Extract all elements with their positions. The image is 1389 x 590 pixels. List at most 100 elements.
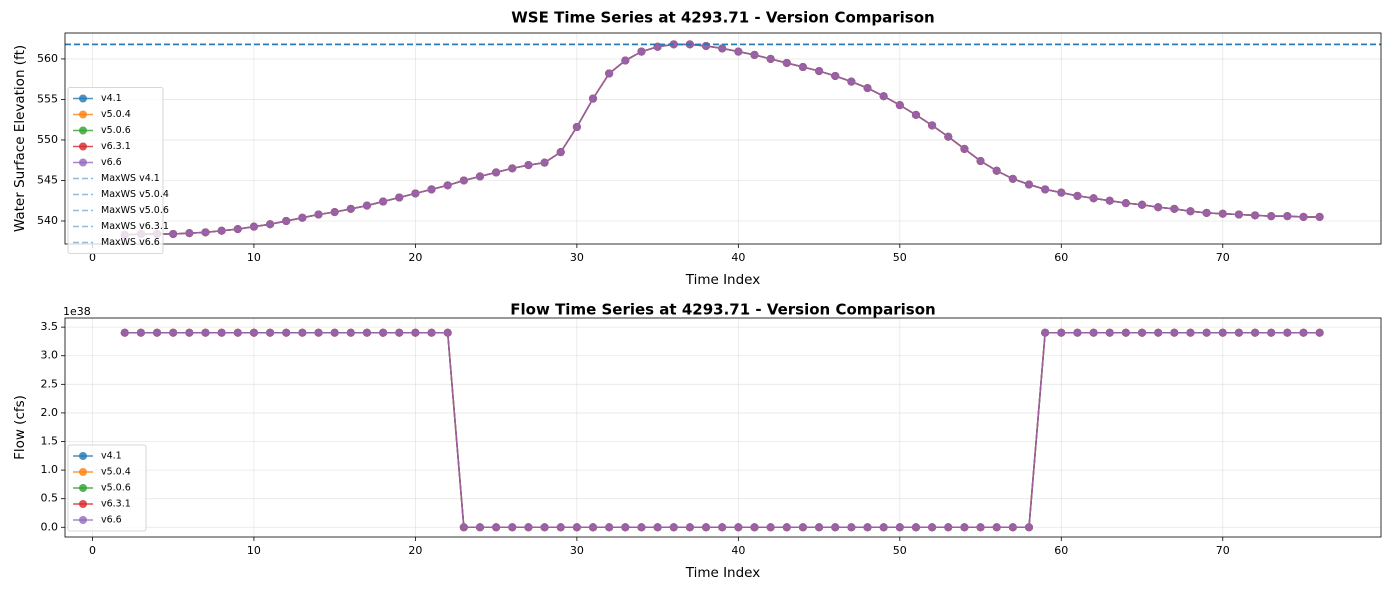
series-marker (427, 185, 436, 194)
series-marker (1186, 328, 1195, 337)
series-marker (411, 189, 420, 198)
series-marker (282, 216, 291, 225)
series-marker (1234, 328, 1243, 337)
legend-marker (79, 110, 87, 119)
series-marker (201, 328, 210, 337)
series-marker (556, 148, 565, 157)
plot-area (65, 40, 1381, 239)
series-marker (976, 523, 985, 532)
series-marker (605, 523, 614, 532)
y-axis-label: Water Surface Elevation (ft) (12, 45, 28, 232)
series-marker (798, 523, 807, 532)
series-marker (153, 328, 162, 337)
series-marker (201, 228, 210, 237)
series-marker (492, 523, 501, 532)
legend-marker (79, 94, 87, 103)
x-tick-label: 40 (731, 251, 745, 264)
y-tick-label: 1.0 (41, 463, 59, 476)
series-marker (734, 523, 743, 532)
plot-area (120, 328, 1324, 532)
legend-label: v5.0.4 (101, 109, 131, 120)
legend-label: v6.3.1 (101, 141, 131, 152)
series-marker (879, 523, 888, 532)
series-marker (1024, 180, 1033, 189)
series-marker (944, 523, 953, 532)
series-marker (169, 328, 178, 337)
series-marker (411, 328, 420, 337)
legend-label: MaxWS v6.6 (101, 237, 160, 248)
legend-marker (79, 500, 87, 508)
series-marker (1315, 328, 1324, 337)
series-marker (992, 166, 1001, 175)
series-marker (572, 122, 581, 131)
series-marker (815, 523, 824, 532)
series-marker (1008, 523, 1017, 532)
series-marker (992, 523, 1001, 532)
legend-marker (79, 158, 87, 167)
legend-label: v4.1 (101, 451, 122, 462)
series-marker (1267, 212, 1276, 221)
series-marker (831, 523, 840, 532)
series-marker (395, 193, 404, 202)
series-marker (1283, 328, 1292, 337)
series-line (124, 331, 1320, 529)
series-marker (1121, 328, 1130, 337)
series-marker (540, 158, 549, 167)
series-marker (734, 47, 743, 56)
x-tick-label: 30 (570, 544, 584, 557)
legend-box (67, 87, 164, 254)
series-marker (1267, 328, 1276, 337)
series-marker (1154, 328, 1163, 337)
series-marker (443, 328, 452, 337)
series-marker (508, 523, 517, 532)
series-marker (217, 226, 226, 235)
series-marker (346, 328, 355, 337)
series-marker (540, 523, 549, 532)
series-marker (782, 58, 791, 67)
x-tick-label: 70 (1216, 544, 1230, 557)
series-marker (1299, 212, 1308, 221)
series-marker (1283, 212, 1292, 221)
y-tick-label: 3.0 (41, 349, 59, 362)
series-marker (928, 523, 937, 532)
series-marker (637, 523, 646, 532)
x-tick-label: 10 (247, 251, 261, 264)
legend-label: v6.6 (101, 515, 122, 526)
series-marker (443, 181, 452, 190)
x-axis-label: Time Index (685, 565, 761, 581)
series-marker (1315, 212, 1324, 221)
series-marker (1138, 328, 1147, 337)
legend-box (67, 444, 147, 532)
series-marker (637, 47, 646, 56)
y-tick-label: 555 (37, 92, 58, 105)
series-marker (314, 328, 323, 337)
y-axis-label: Flow (cfs) (12, 395, 28, 460)
series-marker (766, 54, 775, 63)
series-marker (589, 94, 598, 103)
y-tick-label: 1.5 (41, 435, 59, 448)
axes-frame (64, 317, 1382, 538)
series-marker (1089, 328, 1098, 337)
legend-label: v5.0.6 (101, 483, 131, 494)
series-marker (1138, 200, 1147, 209)
series-marker (831, 71, 840, 80)
legend-marker (79, 468, 87, 476)
series-marker (1218, 209, 1227, 218)
series-marker (249, 222, 258, 231)
series-marker (475, 172, 484, 181)
y-tick-label: 550 (37, 133, 58, 146)
series-marker (1073, 328, 1082, 337)
series-marker (524, 523, 533, 532)
series-marker (1170, 328, 1179, 337)
axes-frame (64, 32, 1382, 245)
series-line (124, 331, 1320, 529)
y-tick-label: 0.5 (41, 492, 59, 505)
x-tick-label: 0 (89, 251, 96, 264)
series-marker (847, 77, 856, 86)
series-line (124, 331, 1320, 529)
legend-label: v6.3.1 (101, 499, 131, 510)
series-marker (1008, 174, 1017, 183)
series-marker (1299, 328, 1308, 337)
series-marker (1089, 194, 1098, 203)
